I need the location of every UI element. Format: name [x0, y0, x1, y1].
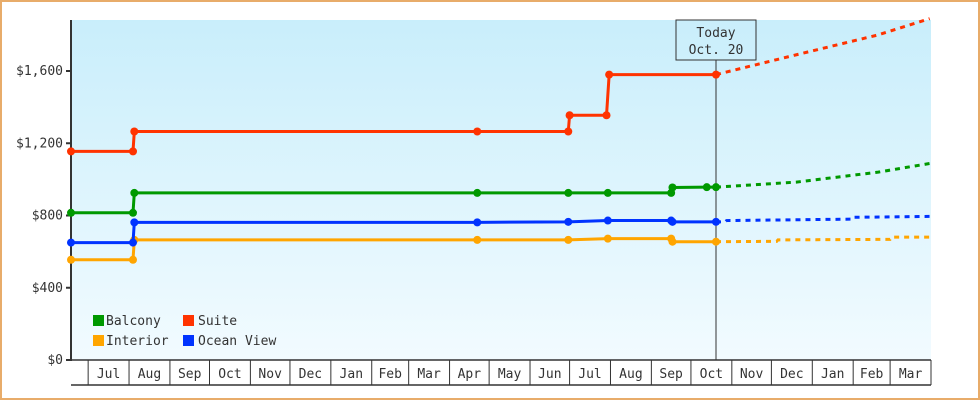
- legend-swatch-ocean-view: [183, 335, 194, 346]
- today-label-box: [675, 19, 757, 61]
- data-point-interior[interactable]: [712, 237, 720, 246]
- data-point-ocean-view[interactable]: [130, 218, 139, 227]
- today-date: Oct. 20: [689, 43, 744, 58]
- data-point-interior[interactable]: [128, 255, 137, 264]
- x-tick-label: Jul: [97, 367, 120, 382]
- data-point-suite[interactable]: [712, 70, 720, 79]
- series-interior: [67, 234, 930, 264]
- x-tick-label: Apr: [458, 367, 482, 382]
- data-point-suite[interactable]: [130, 127, 139, 136]
- x-tick-label: Oct: [218, 367, 241, 382]
- legend-label-ocean-view: Ocean View: [198, 334, 276, 349]
- data-point-interior[interactable]: [564, 235, 573, 244]
- data-point-interior[interactable]: [473, 235, 482, 244]
- projection-line-ocean-view: [716, 214, 930, 224]
- legend-label-balcony: Balcony: [106, 314, 161, 329]
- data-point-ocean-view[interactable]: [712, 217, 720, 226]
- data-point-ocean-view[interactable]: [668, 217, 677, 226]
- data-point-interior[interactable]: [668, 237, 677, 246]
- legend-swatch-interior: [93, 335, 104, 346]
- x-tick-label: Dec: [780, 367, 803, 382]
- x-tick-label: Dec: [299, 367, 322, 382]
- data-point-interior[interactable]: [67, 255, 75, 264]
- series-group: [67, 17, 931, 264]
- x-tick-label: Feb: [378, 367, 402, 382]
- data-point-balcony[interactable]: [473, 188, 482, 197]
- legend-swatch-balcony: [93, 315, 104, 326]
- data-point-balcony[interactable]: [128, 208, 137, 217]
- legend-swatch-suite: [183, 315, 194, 326]
- projection-line-interior: [715, 235, 930, 244]
- x-tick-label: May: [498, 367, 522, 382]
- data-point-balcony[interactable]: [603, 188, 612, 197]
- x-tick-label: Feb: [860, 367, 884, 382]
- plot-area: [72, 20, 931, 360]
- x-tick-label: Aug: [138, 367, 161, 382]
- projection-line-suite: [715, 17, 931, 77]
- data-point-balcony[interactable]: [564, 188, 573, 197]
- data-point-suite[interactable]: [564, 127, 573, 136]
- y-tick-label: $1,200: [16, 136, 63, 151]
- series-balcony: [67, 162, 930, 217]
- legend: Balcony Suite Interior Ocean View: [93, 314, 276, 349]
- data-point-balcony[interactable]: [702, 183, 711, 192]
- x-tick-label: Jul: [578, 367, 601, 382]
- data-point-balcony[interactable]: [712, 183, 720, 192]
- x-tick-label: Mar: [899, 367, 923, 382]
- series-line-balcony: [71, 185, 716, 215]
- data-point-balcony[interactable]: [67, 208, 75, 217]
- legend-label-interior: Interior: [106, 334, 169, 349]
- data-point-suite[interactable]: [473, 127, 482, 136]
- data-point-balcony[interactable]: [668, 183, 677, 192]
- data-point-suite[interactable]: [128, 147, 137, 156]
- legend-label-suite: Suite: [198, 314, 237, 329]
- data-point-ocean-view[interactable]: [564, 217, 573, 226]
- x-tick-label: Mar: [417, 367, 441, 382]
- x-tick-label: Sep: [659, 367, 683, 382]
- x-axis: Jul Aug Sep Oct Nov Dec Jan Feb Mar Apr May Jun Jul A…: [71, 359, 932, 386]
- y-tick-label: $800: [32, 209, 63, 224]
- today-label: Today: [696, 26, 735, 41]
- x-tick-label: Sep: [178, 367, 202, 382]
- data-point-suite[interactable]: [605, 70, 614, 79]
- x-tick-label: Jan: [821, 367, 844, 382]
- y-axis: $0 $400 $800 $1,200 $1,600: [16, 20, 72, 368]
- series-suite: [67, 17, 931, 156]
- data-point-ocean-view[interactable]: [473, 218, 482, 227]
- x-tick-label: Oct: [700, 367, 723, 382]
- data-point-balcony[interactable]: [130, 188, 139, 197]
- data-point-suite[interactable]: [67, 147, 75, 156]
- data-point-ocean-view[interactable]: [128, 238, 137, 247]
- y-tick-label: $400: [32, 281, 63, 296]
- data-point-suite[interactable]: [565, 111, 574, 120]
- series-ocean-view: [67, 214, 930, 247]
- data-point-suite[interactable]: [602, 111, 611, 120]
- x-tick-label: Jan: [340, 367, 363, 382]
- projection-line-balcony: [715, 162, 930, 189]
- x-tick-label: Aug: [619, 367, 642, 382]
- today-marker: Today Oct. 20: [675, 19, 757, 360]
- y-tick-label: $1,600: [16, 64, 63, 79]
- data-point-ocean-view[interactable]: [67, 238, 75, 247]
- x-tick-label: Nov: [258, 367, 282, 382]
- x-tick-label: Jun: [538, 367, 561, 382]
- y-tick-label: $0: [47, 353, 63, 368]
- data-point-interior[interactable]: [603, 234, 612, 243]
- data-point-ocean-view[interactable]: [603, 216, 612, 225]
- x-tick-label: Nov: [740, 367, 764, 382]
